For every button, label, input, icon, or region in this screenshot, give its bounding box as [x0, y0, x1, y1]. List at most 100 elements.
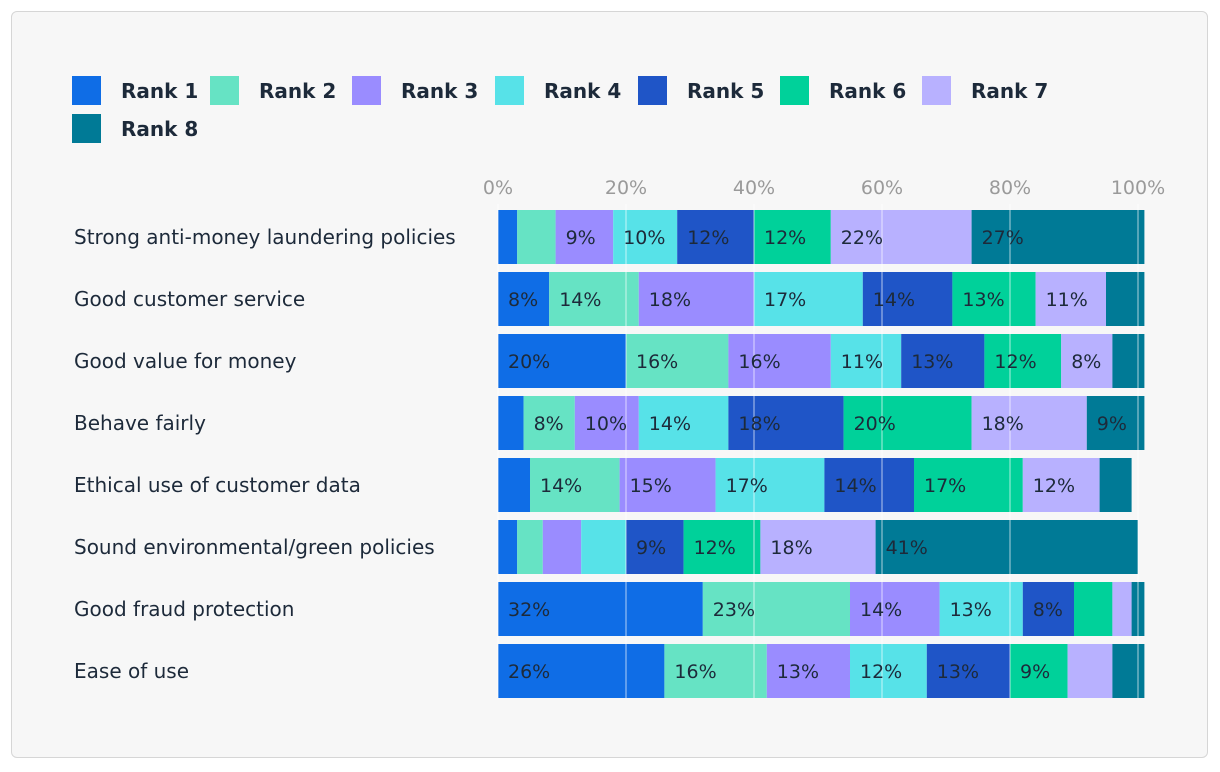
bar-segment	[498, 644, 665, 698]
category-label: Behave fairly	[74, 411, 206, 435]
bar-segment-label: 9%	[1020, 661, 1050, 683]
bar-segment-label: 14%	[540, 475, 582, 497]
legend-swatch	[72, 76, 101, 105]
bar-segment	[914, 458, 1023, 512]
bar-segment-label: 20%	[508, 351, 550, 373]
legend-item: Rank 7	[922, 76, 1048, 105]
bar-segment	[1022, 458, 1100, 512]
bar-segment	[754, 210, 831, 264]
bar-segment-label: 8%	[1071, 351, 1101, 373]
bar-segment	[498, 582, 703, 636]
bar-segment-label: 9%	[1097, 413, 1127, 435]
bar-segment-label: 12%	[860, 661, 902, 683]
bar-segment	[926, 644, 1010, 698]
bar-segment-label: 13%	[777, 661, 819, 683]
bar-segment	[984, 334, 1062, 388]
category-label: Ethical use of customer data	[74, 473, 361, 497]
bar-segment	[498, 272, 550, 326]
bar-segment	[530, 458, 620, 512]
x-tick-label: 20%	[605, 177, 647, 199]
bar-segment-label: 23%	[713, 599, 755, 621]
legend-swatch	[72, 114, 101, 143]
bar-segment-label: 12%	[694, 537, 736, 559]
bar-segment-label: 12%	[687, 227, 729, 249]
category-label: Good value for money	[74, 349, 297, 373]
bar-segment-label: 17%	[924, 475, 966, 497]
bar-labels: 9% 10% 12% 12% 22% 27% 8% 14% 18% 17% 14% 13% 11% 20%…	[508, 227, 1127, 683]
bar-segment	[952, 272, 1036, 326]
bar-segment-label: 17%	[764, 289, 806, 311]
bar-segment	[760, 520, 876, 574]
legend-item: Rank 3	[352, 76, 478, 105]
bar-segment	[875, 520, 1138, 574]
legend-label: Rank 5	[687, 78, 765, 103]
bar-segment-label: 11%	[1046, 289, 1088, 311]
bar-segment	[702, 582, 850, 636]
bar-segment-label: 13%	[937, 661, 979, 683]
bar-segment-label: 15%	[630, 475, 672, 497]
bar-segment	[498, 396, 524, 450]
bar-segment-label: 16%	[738, 351, 780, 373]
bar-segment	[971, 210, 1145, 264]
bar-segment	[523, 396, 575, 450]
bar-segment-label: 17%	[726, 475, 768, 497]
legend-item: Rank 1	[72, 76, 198, 105]
category-label: Good customer service	[74, 287, 305, 311]
bar-segment-label: 16%	[674, 661, 716, 683]
bar-segment	[766, 644, 850, 698]
bar-segment-label: 41%	[886, 537, 928, 559]
bar-segment	[498, 458, 530, 512]
bar-segment	[638, 272, 754, 326]
bar-segment-label: 8%	[508, 289, 538, 311]
bar-segment-label: 18%	[770, 537, 812, 559]
bar-segment	[1112, 334, 1145, 388]
bar-segment-label: 18%	[649, 289, 691, 311]
bar-segment	[1112, 644, 1145, 698]
bar-segment	[901, 334, 985, 388]
bar-segment	[1112, 582, 1132, 636]
bar-segment	[850, 644, 927, 698]
legend-item: Rank 8	[72, 114, 198, 143]
bar-segment-label: 11%	[841, 351, 883, 373]
legend-label: Rank 2	[259, 78, 337, 103]
bar-segment	[498, 210, 518, 264]
bar-segment	[728, 334, 831, 388]
bar-segment-label: 26%	[508, 661, 550, 683]
bar-segment-label: 18%	[982, 413, 1024, 435]
legend-label: Rank 8	[121, 116, 199, 141]
bar-segment	[1106, 272, 1145, 326]
bar-segment	[728, 396, 844, 450]
bar-segment	[517, 210, 556, 264]
bar-segment-label: 9%	[566, 227, 596, 249]
legend-swatch	[922, 76, 951, 105]
bar-segment-label: 10%	[623, 227, 665, 249]
bar-segment	[1035, 272, 1106, 326]
legend-swatch	[352, 76, 381, 105]
bar-segment-label: 16%	[636, 351, 678, 373]
bar-segment-label: 14%	[559, 289, 601, 311]
category-label: Good fraud protection	[74, 597, 294, 621]
x-tick-label: 60%	[861, 177, 903, 199]
bar-segment	[843, 396, 972, 450]
bar-segment	[850, 582, 940, 636]
x-tick-label: 40%	[733, 177, 775, 199]
bar-segment	[626, 520, 684, 574]
bar-segment	[1067, 644, 1113, 698]
bar-segment-label: 13%	[911, 351, 953, 373]
legend-label: Rank 6	[829, 78, 907, 103]
bar-segment	[549, 272, 639, 326]
bar-segment	[939, 582, 1023, 636]
bar-segment	[555, 210, 614, 264]
x-tick-label: 80%	[989, 177, 1031, 199]
bar-segment	[1010, 644, 1068, 698]
bars	[498, 210, 1145, 698]
bar-segment	[1074, 582, 1113, 636]
bar-segment	[715, 458, 825, 512]
bar-segment	[683, 520, 761, 574]
bar-segment	[754, 272, 863, 326]
bar-segment	[971, 396, 1087, 450]
bar-segment	[517, 520, 543, 574]
legend-item: Rank 5	[638, 76, 764, 105]
legend-label: Rank 4	[544, 78, 622, 103]
